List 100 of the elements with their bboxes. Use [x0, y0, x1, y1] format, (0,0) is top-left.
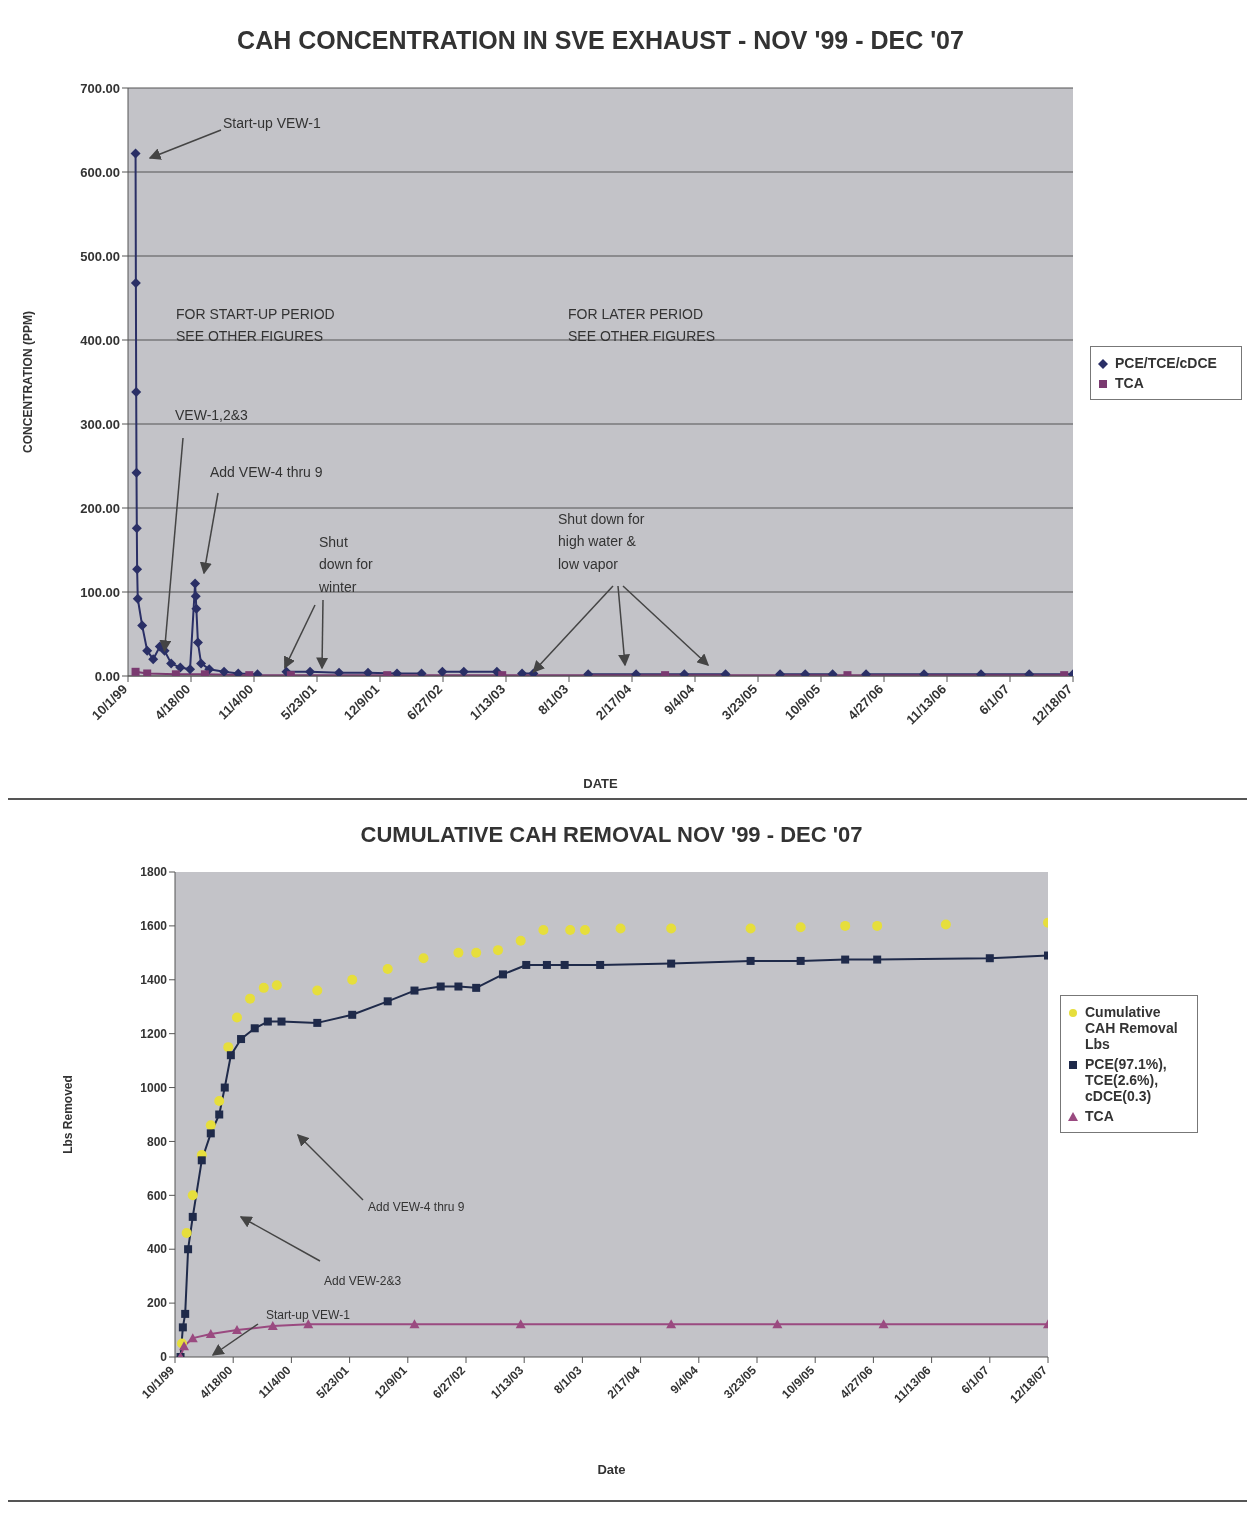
- annotation: VEW-1,2&3: [175, 406, 248, 425]
- y-tick-label: 0.00: [94, 668, 120, 684]
- point: [472, 983, 481, 992]
- legend-label: Cumulative CAH Removal Lbs: [1085, 1004, 1179, 1052]
- legend-label: TCA: [1085, 1108, 1114, 1124]
- point: [132, 593, 143, 604]
- point: [940, 919, 951, 930]
- point: [237, 1035, 246, 1044]
- point: [517, 668, 528, 676]
- point: [454, 982, 463, 991]
- point: [409, 1319, 420, 1329]
- point: [131, 387, 142, 398]
- point: [181, 1309, 190, 1318]
- point: [143, 669, 152, 676]
- point: [258, 982, 269, 993]
- point: [130, 277, 141, 288]
- point: [458, 666, 469, 676]
- y-axis-title: Lbs Removed: [61, 1075, 76, 1154]
- y-tick-label: 1600: [140, 919, 168, 934]
- point: [142, 645, 153, 656]
- point: [131, 467, 142, 478]
- point: [220, 1083, 229, 1092]
- point: [206, 1129, 215, 1138]
- point: [192, 637, 203, 648]
- point: [666, 1319, 677, 1329]
- point: [515, 935, 526, 946]
- point: [493, 945, 504, 956]
- chart-title: CAH CONCENTRATION IN SVE EXHAUST - NOV '99 - DEC '07: [236, 26, 965, 55]
- point: [565, 924, 576, 935]
- point: [383, 997, 392, 1006]
- point: [196, 658, 207, 669]
- point: [184, 1245, 193, 1254]
- point: [205, 1120, 216, 1131]
- y-axis-title: CONCENTRATION (PPM): [21, 311, 36, 453]
- point: [267, 1321, 278, 1331]
- point: [205, 1329, 216, 1339]
- point: [166, 658, 177, 669]
- point: [187, 1190, 198, 1201]
- point: [596, 960, 605, 969]
- y-tick-label: 800: [146, 1134, 168, 1149]
- point: [560, 960, 569, 969]
- point: [436, 982, 445, 991]
- point: [277, 1017, 286, 1026]
- point: [772, 1319, 783, 1329]
- point: [233, 668, 244, 676]
- point: [245, 993, 256, 1004]
- y-tick-label: 400.00: [80, 332, 120, 348]
- point: [214, 1096, 225, 1107]
- annotation: Start-up VEW-1: [223, 114, 321, 133]
- annotation: Shut down for high water & low vapor: [558, 510, 645, 574]
- point: [878, 1319, 889, 1329]
- point: [226, 1051, 235, 1060]
- point: [191, 603, 202, 614]
- point: [382, 964, 393, 974]
- point: [437, 666, 448, 676]
- point: [313, 1018, 322, 1027]
- point: [538, 924, 549, 935]
- y-tick-label: 400: [146, 1242, 168, 1257]
- point: [215, 1110, 224, 1119]
- point: [263, 1017, 272, 1026]
- point: [271, 980, 282, 991]
- point: [522, 960, 531, 969]
- point: [363, 667, 374, 676]
- point: [348, 1010, 357, 1019]
- point: [416, 668, 427, 676]
- point: [132, 564, 143, 575]
- point: [250, 1024, 259, 1033]
- point: [231, 1325, 242, 1335]
- point: [615, 923, 626, 934]
- point: [131, 523, 142, 534]
- y-tick-label: 1200: [140, 1026, 168, 1041]
- point: [453, 947, 464, 958]
- point: [666, 923, 677, 934]
- point: [130, 148, 141, 159]
- point: [796, 956, 805, 965]
- y-tick-label: 500.00: [80, 248, 120, 264]
- point: [334, 667, 345, 676]
- y-tick-label: 300.00: [80, 416, 120, 432]
- y-tick-label: 0: [160, 1350, 168, 1365]
- point: [471, 947, 482, 958]
- point: [872, 920, 883, 931]
- point: [178, 1323, 187, 1332]
- point: [148, 654, 159, 665]
- point: [498, 970, 507, 979]
- point: [305, 666, 316, 676]
- point: [515, 1319, 526, 1329]
- point: [347, 974, 358, 985]
- point: [137, 620, 148, 631]
- y-tick-label: 1000: [140, 1080, 168, 1095]
- point: [197, 1156, 206, 1165]
- annotation: Add VEW-4 thru 9: [368, 1199, 465, 1216]
- y-tick-label: 1400: [140, 973, 168, 988]
- point: [745, 923, 756, 934]
- point: [840, 920, 851, 931]
- annotation: FOR START-UP PERIOD SEE OTHER FIGURES: [176, 305, 335, 347]
- annotation: Add VEW-4 thru 9: [210, 463, 323, 482]
- chart-title: CUMULATIVE CAH REMOVAL NOV '99 - DEC '07: [359, 822, 864, 848]
- annotation: FOR LATER PERIOD SEE OTHER FIGURES: [568, 305, 716, 347]
- y-tick-label: 100.00: [80, 584, 120, 600]
- point: [580, 924, 591, 935]
